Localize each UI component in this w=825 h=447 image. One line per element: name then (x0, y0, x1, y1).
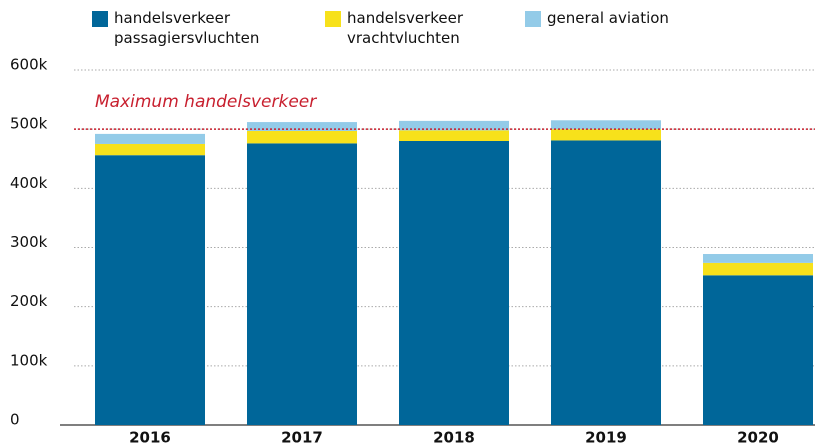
bar-segment (703, 262, 813, 276)
x-tick-label: 2018 (433, 429, 475, 447)
x-tick-label: 2019 (585, 429, 627, 447)
legend-swatch (525, 11, 541, 27)
x-tick-label: 2017 (281, 429, 323, 447)
legend-item: handelsverkeer passagiersvluchten (92, 8, 259, 48)
bar-segment (551, 129, 661, 141)
y-tick-label: 600k (10, 56, 48, 74)
bar-segment (247, 130, 357, 144)
bar-segment (399, 130, 509, 141)
bar-segment (551, 140, 661, 426)
bar-segment (703, 275, 813, 425)
annotation-label: Maximum handelsverkeer (95, 92, 317, 112)
legend-label: handelsverkeer vrachtvluchten (347, 9, 463, 47)
y-tick-label: 100k (10, 351, 48, 369)
y-tick-label: 0 (10, 411, 20, 429)
x-tick-label: 2016 (129, 429, 171, 447)
y-tick-label: 500k (10, 115, 48, 133)
legend-item: general aviation (525, 8, 669, 28)
bar-segment (551, 120, 661, 130)
legend-item: handelsverkeer vrachtvluchten (325, 8, 463, 48)
bar-segment (247, 143, 357, 425)
legend-label: general aviation (547, 9, 669, 27)
bar-segment (95, 143, 205, 156)
x-tick-label: 2020 (737, 429, 779, 447)
bar-segment (247, 122, 357, 131)
bar-segment (95, 133, 205, 144)
legend-swatch (325, 11, 341, 27)
legend-swatch (92, 11, 108, 27)
bar-segment (399, 141, 509, 425)
legend-label: handelsverkeer passagiersvluchten (114, 9, 260, 47)
y-tick-label: 400k (10, 174, 48, 192)
y-tick-label: 300k (10, 233, 48, 251)
y-tick-label: 200k (10, 292, 48, 310)
bar-segment (95, 155, 205, 425)
bar-segment (703, 254, 813, 263)
bar-segment (399, 120, 509, 131)
